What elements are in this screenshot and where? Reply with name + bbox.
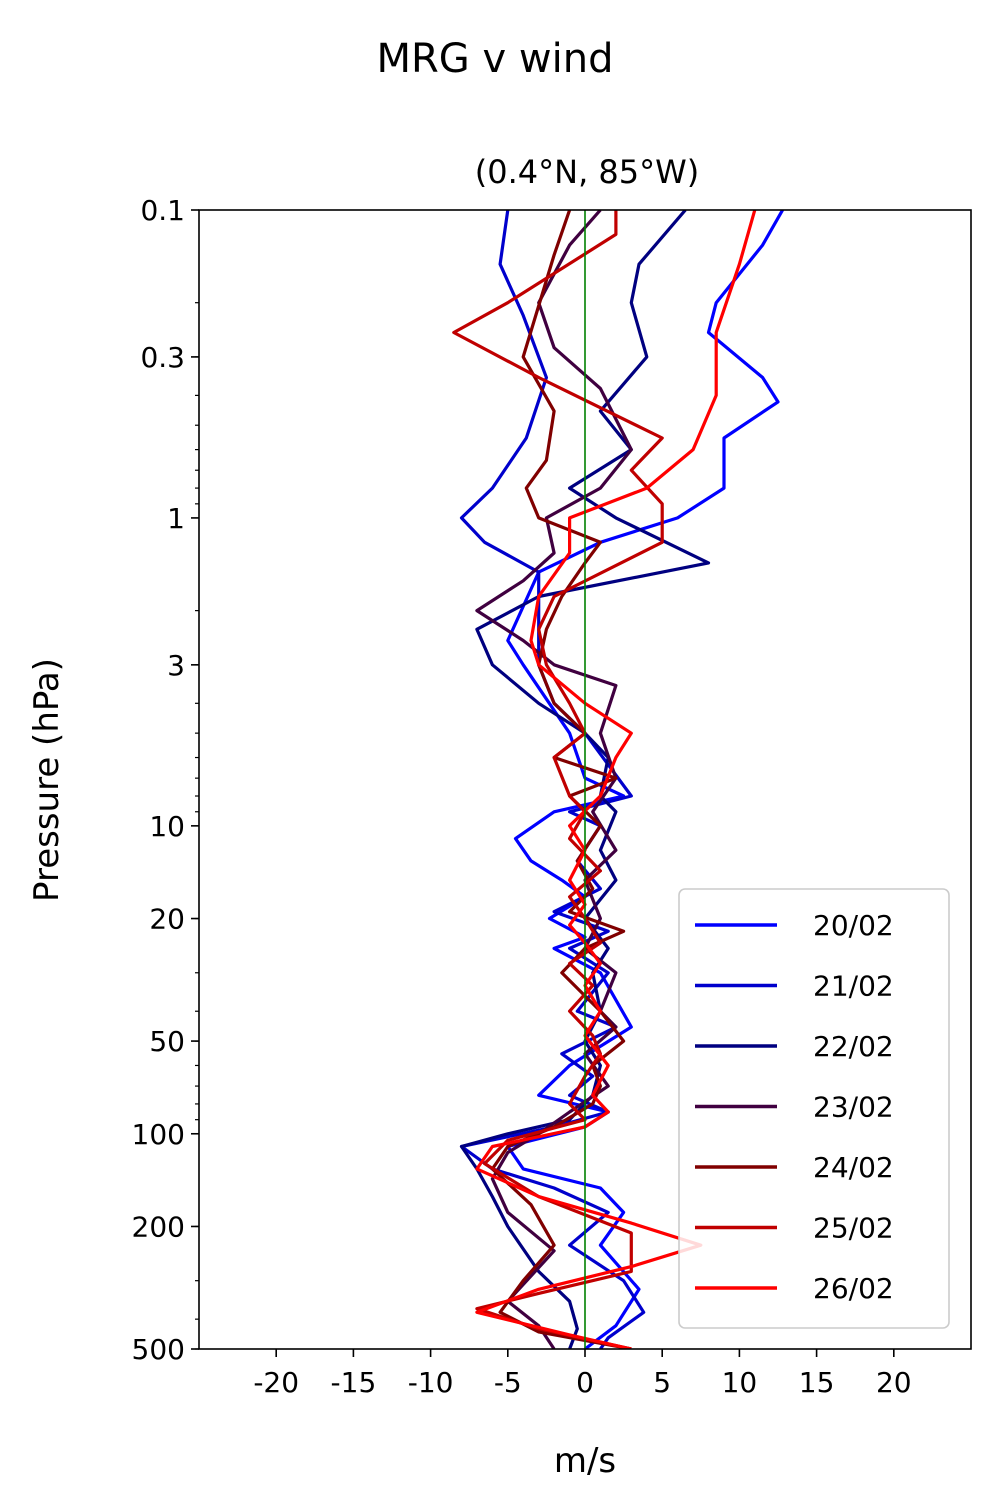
- y-tick-label: 500: [132, 1333, 185, 1366]
- legend-label: 24/02: [813, 1151, 894, 1184]
- x-tick-label: 0: [576, 1366, 594, 1399]
- legend-box: [678, 888, 950, 1329]
- x-tick-label: 20: [876, 1366, 912, 1399]
- y-tick-label: 1: [167, 502, 185, 535]
- chart-title: MRG v wind: [377, 36, 614, 82]
- y-tick-label: 100: [132, 1118, 185, 1151]
- x-axis: -20 -15 -10 -5 0 5 10 15 20: [253, 1349, 912, 1399]
- legend-label: 25/02: [813, 1212, 894, 1245]
- y-axis-label: Pressure (hPa): [27, 658, 67, 902]
- y-tick-label: 10: [149, 810, 185, 843]
- chart-subtitle: (0.4°N, 85°W): [475, 153, 700, 191]
- y-tick-label: 50: [149, 1025, 185, 1058]
- y-tick-label: 3: [167, 649, 185, 682]
- series-line-22-02: [459, 210, 711, 1349]
- x-tick-label: -5: [494, 1366, 522, 1399]
- y-tick-label: 0.3: [140, 341, 185, 374]
- x-tick-label: 15: [799, 1366, 835, 1399]
- x-tick-label: -15: [331, 1366, 377, 1399]
- series-line-25-02: [452, 210, 664, 1349]
- y-tick-label: 0.1: [140, 194, 185, 227]
- x-tick-label: -20: [253, 1366, 299, 1399]
- x-tick-label: -10: [408, 1366, 454, 1399]
- legend-label: 23/02: [813, 1091, 894, 1124]
- y-tick-label: 200: [132, 1210, 185, 1243]
- series-line-21-02: [459, 210, 646, 1349]
- series-line-20-02: [506, 210, 784, 1349]
- y-tick-label: 20: [149, 903, 185, 936]
- legend-label: 20/02: [813, 909, 894, 942]
- x-tick-label: 5: [653, 1366, 671, 1399]
- series-line-26-02: [475, 210, 757, 1349]
- legend: 20/02 21/02 22/02 23/02 24/02 25/02 26/02: [678, 888, 950, 1329]
- x-tick-label: 10: [722, 1366, 758, 1399]
- legend-label: 22/02: [813, 1030, 894, 1063]
- legend-label: 21/02: [813, 970, 894, 1003]
- y-axis: 0.1 0.3 1 3 10 20 50 100 200 500: [132, 194, 199, 1366]
- series-line-23-02: [475, 210, 633, 1349]
- legend-label: 26/02: [813, 1272, 894, 1305]
- x-axis-label: m/s: [554, 1441, 616, 1481]
